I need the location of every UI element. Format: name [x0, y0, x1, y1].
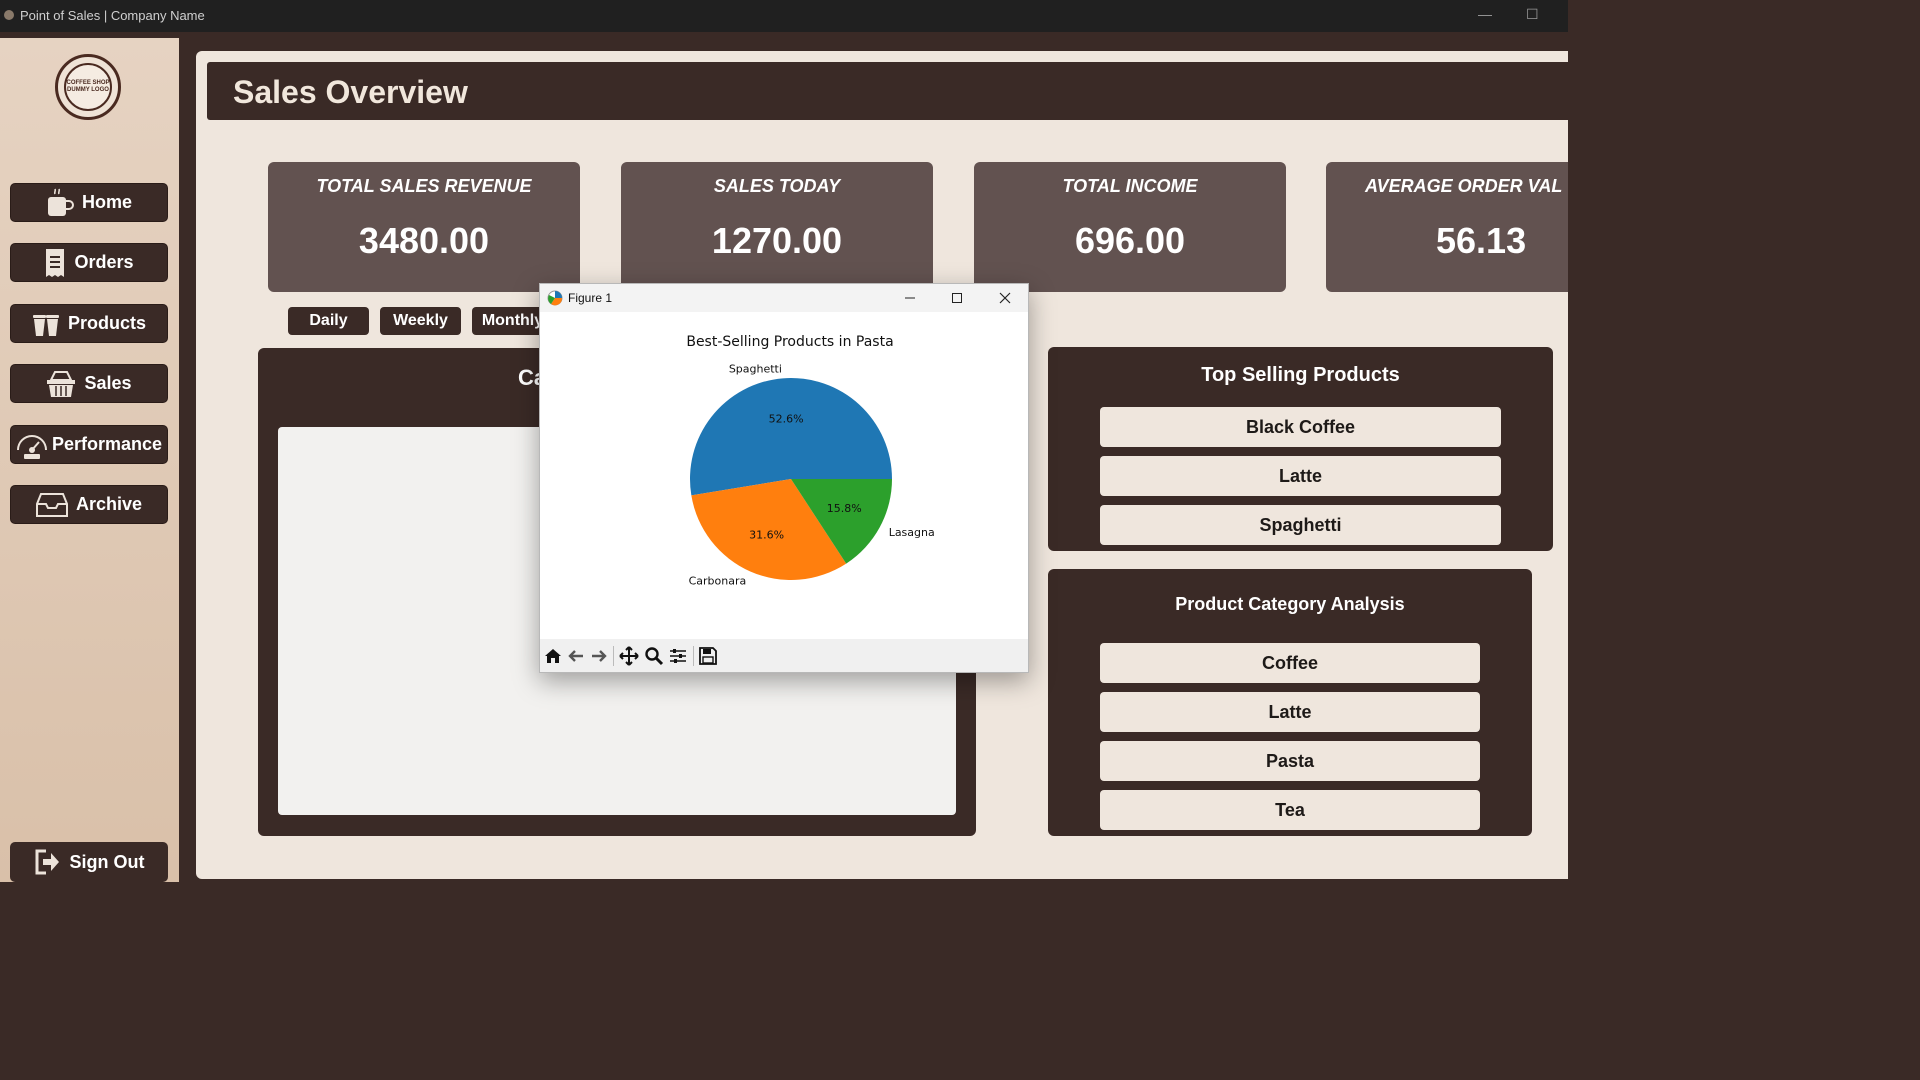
zoom-icon[interactable]: [644, 646, 664, 666]
archive-box-icon: [35, 492, 68, 517]
figure-close-icon[interactable]: [999, 292, 1011, 304]
pie-slice-carbonara: [691, 479, 847, 580]
toolbar-divider: [693, 646, 694, 666]
save-icon[interactable]: [698, 646, 718, 666]
card-sales-today: SALES TODAY 1270.00: [621, 162, 933, 292]
minimize-icon[interactable]: —: [1478, 6, 1492, 22]
nav-performance-button[interactable]: Performance: [10, 425, 168, 464]
nav-sales-label: Sales: [84, 373, 132, 393]
matplotlib-icon: [547, 290, 563, 306]
card-total-sales-revenue: TOTAL SALES REVENUE 3480.00: [268, 162, 580, 292]
pie-percent-label: 15.8%: [827, 502, 862, 515]
card-label: AVERAGE ORDER VAL: [1365, 176, 1563, 196]
basket-icon: [47, 370, 76, 397]
nav-orders-label: Orders: [74, 252, 134, 272]
top-selling-title: Top Selling Products: [1201, 364, 1400, 386]
pie-category-label: Lasagna: [889, 526, 935, 539]
category-item[interactable]: Tea: [1100, 790, 1480, 830]
daily-button[interactable]: Daily: [288, 307, 369, 335]
drinks-icon: [32, 314, 59, 336]
figure-maximize-icon[interactable]: [951, 292, 963, 304]
nav-orders-button[interactable]: Orders: [10, 243, 168, 282]
forward-arrow-icon[interactable]: [589, 646, 609, 666]
sign-out-label: Sign Out: [69, 851, 145, 872]
app-title-bar: Point of Sales | Company Name — ☐: [0, 0, 1568, 32]
sign-out-icon: [35, 849, 59, 875]
nav-archive-button[interactable]: Archive: [10, 485, 168, 524]
figure-title: Figure 1: [568, 291, 613, 305]
card-value: 1270.00: [711, 220, 843, 261]
configure-subplots-icon[interactable]: [668, 646, 688, 666]
top-selling-item[interactable]: Black Coffee: [1100, 407, 1501, 447]
nav-sales-button[interactable]: Sales: [10, 364, 168, 403]
card-label: TOTAL SALES REVENUE: [316, 176, 532, 196]
category-analysis-title: Product Category Analysis: [1175, 594, 1405, 614]
card-label: SALES TODAY: [713, 176, 841, 196]
nav-home-label: Home: [81, 192, 132, 212]
category-item[interactable]: Pasta: [1100, 741, 1480, 781]
gauge-icon: [16, 434, 47, 459]
receipt-icon: [46, 248, 65, 277]
card-value: 3480.00: [358, 220, 490, 261]
figure-window[interactable]: Figure 1 Best-Selling Products in Pasta …: [539, 283, 1029, 673]
top-selling-item[interactable]: Latte: [1100, 456, 1501, 496]
card-value: 696.00: [1074, 220, 1186, 261]
nav-products-label: Products: [67, 313, 146, 333]
card-total-income: TOTAL INCOME 696.00: [974, 162, 1286, 292]
pan-icon[interactable]: [619, 646, 639, 666]
pie-percent-label: 52.6%: [769, 413, 804, 426]
back-arrow-icon[interactable]: [566, 646, 586, 666]
app-icon: [4, 10, 14, 20]
home-icon[interactable]: [543, 646, 563, 666]
nav-performance-label: Performance: [51, 434, 163, 454]
card-average-order-value: AVERAGE ORDER VAL 56.13: [1326, 162, 1568, 292]
pie-category-label: Carbonara: [689, 575, 747, 588]
figure-toolbar: [540, 639, 1028, 672]
page-title: Sales Overview: [233, 74, 468, 110]
coffee-cup-icon: [47, 188, 74, 216]
figure-minimize-icon[interactable]: [904, 292, 916, 304]
pie-percent-label: 31.6%: [749, 528, 784, 541]
pie-category-label: Spaghetti: [729, 362, 782, 375]
chart-title: Best-Selling Products in Pasta: [686, 334, 893, 350]
nav-archive-label: Archive: [75, 494, 143, 514]
page-header: Sales Overview: [207, 62, 1568, 120]
card-value: 56.13: [1436, 220, 1527, 261]
app-title: Point of Sales | Company Name: [20, 8, 205, 23]
card-label: TOTAL INCOME: [1062, 176, 1198, 196]
figure-title-bar[interactable]: Figure 1: [540, 284, 1028, 312]
top-selling-item[interactable]: Spaghetti: [1100, 505, 1501, 545]
pie-slice-lasagna: [791, 479, 892, 564]
logo-text: COFFEE SHOP DUMMY LOGO: [64, 63, 112, 111]
coffee-shop-logo: COFFEE SHOP DUMMY LOGO: [55, 54, 121, 120]
weekly-button[interactable]: Weekly: [380, 307, 461, 335]
category-item[interactable]: Coffee: [1100, 643, 1480, 683]
toolbar-divider: [613, 646, 614, 666]
pie-chart: Best-Selling Products in Pasta 52.6% Spag…: [686, 334, 935, 588]
nav-products-button[interactable]: Products: [10, 304, 168, 343]
pie-slice-spaghetti: [690, 377, 892, 496]
sign-out-button[interactable]: Sign Out: [10, 842, 168, 882]
category-item[interactable]: Latte: [1100, 692, 1480, 732]
nav-home-button[interactable]: Home: [10, 183, 168, 222]
maximize-icon[interactable]: ☐: [1526, 6, 1539, 22]
